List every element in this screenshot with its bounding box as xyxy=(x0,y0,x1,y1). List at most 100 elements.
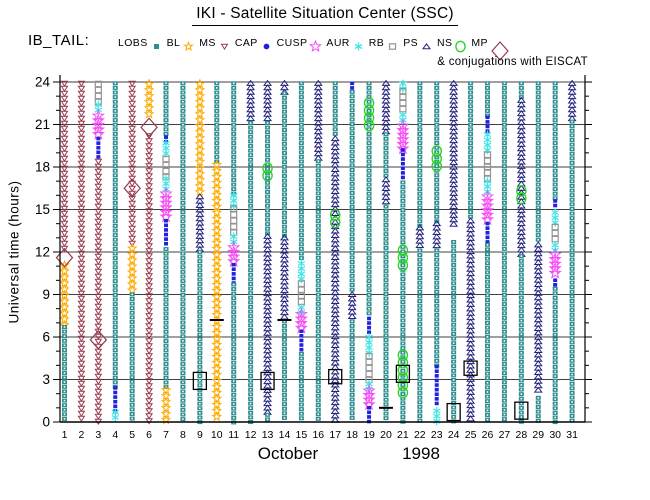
day-column-1 xyxy=(55,80,74,421)
day-column-31 xyxy=(567,79,577,423)
day-column-5 xyxy=(123,80,141,421)
day-column-4 xyxy=(111,81,120,422)
legend-label-AUR: AUR xyxy=(326,37,350,49)
svg-text:5: 5 xyxy=(129,429,135,441)
day-column-25 xyxy=(463,81,478,422)
svg-text:29: 29 xyxy=(532,429,544,441)
svg-text:15: 15 xyxy=(35,202,50,217)
green-open-circle-icon xyxy=(455,40,467,53)
legend-item-NS: NS xyxy=(437,35,468,54)
svg-text:11: 11 xyxy=(228,429,239,441)
legend-item-CUSP: CUSP xyxy=(277,35,324,54)
legend-label-LOBS: LOBS xyxy=(118,37,148,49)
maroon-triangle-down-icon xyxy=(220,43,229,51)
x-axis-month: October xyxy=(257,444,319,463)
teal-filled-square-icon xyxy=(153,44,159,49)
legend-label-CAP: CAP xyxy=(234,37,258,49)
svg-text:19: 19 xyxy=(363,429,375,441)
eiscat-conjugation-box xyxy=(260,371,275,391)
day-column-14 xyxy=(277,79,292,420)
svg-text:24: 24 xyxy=(35,75,51,90)
svg-text:28: 28 xyxy=(515,429,527,441)
legend-item-PS: PS xyxy=(403,35,434,54)
ns-rings-marker xyxy=(363,97,375,132)
eiscat-note: & conjugations with EISCAT xyxy=(437,56,588,68)
x-axis-year: 1998 xyxy=(402,444,440,463)
day-column-12 xyxy=(246,79,256,424)
svg-text:31: 31 xyxy=(566,429,578,441)
day-column-21 xyxy=(395,79,411,424)
mp-diamond-marker xyxy=(89,329,108,350)
svg-text:16: 16 xyxy=(312,429,324,441)
svg-text:6: 6 xyxy=(42,330,50,345)
orange-star-icon xyxy=(183,40,195,52)
day-column-22 xyxy=(415,81,425,423)
eiscat-conjugation-box xyxy=(395,364,411,383)
svg-text:8: 8 xyxy=(180,429,186,441)
maroon-open-diamond-icon xyxy=(491,41,509,61)
day-column-28 xyxy=(514,81,529,424)
day-column-6 xyxy=(140,78,158,425)
day-column-8 xyxy=(180,81,186,422)
page-title: IKI - Satellite Situation Center (SSC) xyxy=(192,5,458,26)
day-column-10 xyxy=(209,81,224,422)
svg-text:27: 27 xyxy=(499,429,511,441)
ns-rings-marker xyxy=(262,162,273,182)
legend-label-MS: MS xyxy=(199,37,216,49)
day-column-23 xyxy=(431,81,443,426)
svg-text:9: 9 xyxy=(197,429,203,441)
legend-item-MP: MP xyxy=(471,35,511,61)
legend-item-CAP: CAP xyxy=(235,35,274,54)
svg-text:24: 24 xyxy=(448,429,460,441)
mp-diamond-marker xyxy=(123,178,141,199)
eiscat-conjugation-box xyxy=(514,401,529,420)
day-column-3 xyxy=(89,80,108,425)
day-column-2 xyxy=(77,80,86,423)
svg-text:18: 18 xyxy=(346,429,358,441)
ns-rings-marker xyxy=(329,209,341,229)
day-column-13 xyxy=(260,79,275,422)
svg-text:18: 18 xyxy=(35,160,50,175)
svg-text:14: 14 xyxy=(279,429,291,441)
svg-text:15: 15 xyxy=(296,429,308,441)
day-column-16 xyxy=(313,79,323,421)
blue-filled-dot-icon xyxy=(263,43,270,50)
plot-frame xyxy=(53,75,592,423)
mp-diamond-marker xyxy=(140,117,158,138)
svg-text:7: 7 xyxy=(163,429,169,441)
eiscat-conjugation-box xyxy=(463,360,478,376)
svg-text:2: 2 xyxy=(78,429,84,441)
y-tick-labels: 0 3 6 9 12 15 18 21 24 xyxy=(35,75,51,430)
svg-text:23: 23 xyxy=(431,429,443,441)
day-column-27 xyxy=(501,81,507,422)
svg-text:21: 21 xyxy=(397,429,409,441)
legend-item-RB: RB xyxy=(369,35,400,54)
day-column-19 xyxy=(362,81,376,424)
title-wrap: IKI - Satellite Situation Center (SSC) xyxy=(0,5,650,26)
eiscat-conjugation-box xyxy=(446,402,461,422)
svg-text:26: 26 xyxy=(482,429,494,441)
svg-text:4: 4 xyxy=(112,429,118,441)
svg-text:9: 9 xyxy=(42,287,50,302)
legend-label-NS: NS xyxy=(437,37,453,49)
ns-rings-marker xyxy=(516,184,527,205)
region-legend: LOBS BL MS CAP CUSP AUR RB PS NS MP xyxy=(118,35,514,61)
legend-item-MS: MS xyxy=(199,35,232,54)
ns-rings-marker xyxy=(397,244,409,272)
legend-label-BL: BL xyxy=(166,37,181,49)
svg-text:12: 12 xyxy=(35,245,50,260)
svg-text:3: 3 xyxy=(95,429,101,441)
svg-text:13: 13 xyxy=(262,429,274,441)
svg-text:30: 30 xyxy=(549,429,561,441)
svg-text:1: 1 xyxy=(62,429,68,441)
day-column-24 xyxy=(446,79,461,424)
svg-text:3: 3 xyxy=(42,372,50,387)
svg-text:20: 20 xyxy=(380,429,392,441)
svg-text:0: 0 xyxy=(42,415,50,430)
svg-text:25: 25 xyxy=(465,429,477,441)
day-column-18 xyxy=(347,81,357,420)
day-column-17 xyxy=(328,81,343,423)
cyan-asterisk-icon xyxy=(354,42,363,51)
